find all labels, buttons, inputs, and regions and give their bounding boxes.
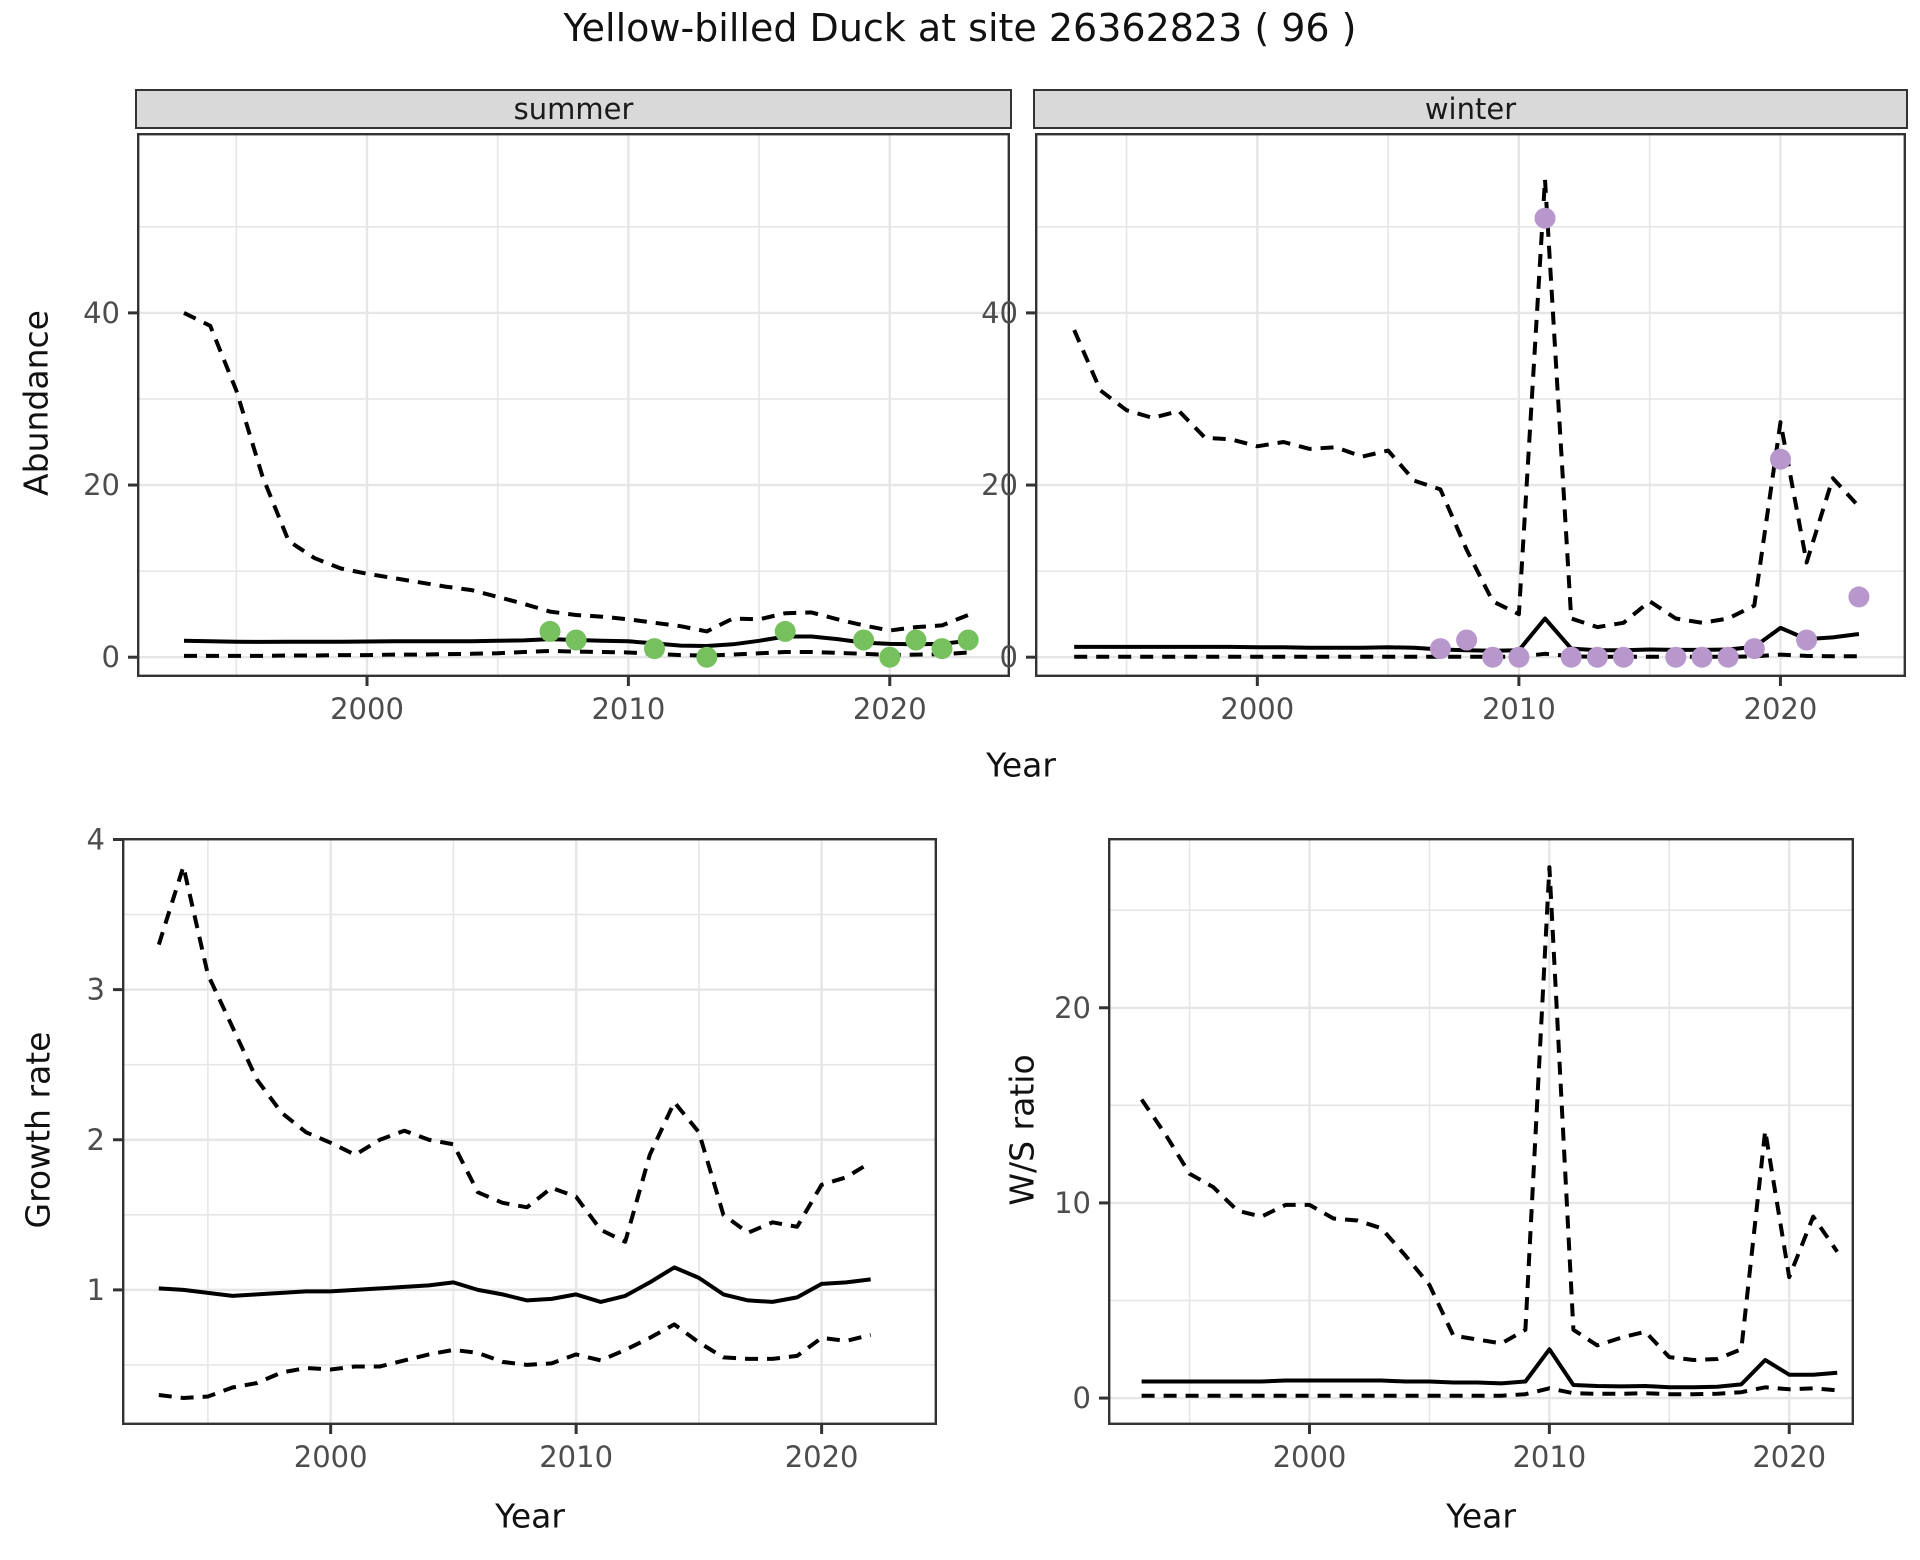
x-tick-label: 2020 — [1752, 1440, 1826, 1474]
facet-strip-winter: winter — [1033, 89, 1908, 129]
ws-panel-border — [1108, 838, 1854, 1425]
ws-upper_ci-line — [1139, 865, 1839, 1362]
growth-rate-panel: 2000 2010 2020 1 2 3 4 — [87, 823, 937, 1474]
x-tick-label: 2000 — [1220, 692, 1294, 726]
winter-observed-point — [1456, 629, 1478, 651]
winter-observed-point — [1796, 629, 1818, 651]
winter-panel-border — [1035, 133, 1906, 677]
ws-ratio-panel: 2000 2010 2020 0 10 20 — [1054, 838, 1854, 1474]
y-tick-label: 20 — [1054, 991, 1091, 1025]
facet-strip-summer-label: summer — [513, 92, 634, 126]
ws-panel-background — [1108, 838, 1854, 1425]
y-axis-title-growth-rate: Growth rate — [18, 1031, 58, 1229]
winter-observed-point — [1743, 638, 1765, 660]
winter-observed-point — [1482, 646, 1504, 668]
summer-observed-point — [931, 638, 953, 660]
facet-strip-winter-label: winter — [1424, 92, 1517, 126]
x-tick-label: 2020 — [853, 692, 927, 726]
winter-observed-point — [1613, 646, 1634, 668]
y-tick-label: 20 — [83, 468, 120, 502]
winter-observed-point — [1717, 646, 1739, 668]
summer-observed-point — [696, 646, 718, 668]
growth-lower_ci-line — [158, 1322, 872, 1400]
x-tick-label: 2000 — [330, 692, 404, 726]
winter-observed-point — [1586, 646, 1608, 668]
facet-strip-summer: summer — [135, 89, 1012, 129]
y-tick-label: 10 — [1054, 1186, 1091, 1220]
ws-median-line — [1141, 1347, 1838, 1390]
growth-panel-border — [122, 838, 937, 1425]
x-tick-label: 2010 — [1482, 692, 1556, 726]
x-tick-label: 2010 — [1512, 1440, 1586, 1474]
x-axis-title-year-ws: Year — [1446, 1496, 1516, 1536]
winter-observed-point — [1560, 646, 1582, 668]
summer-observed-point — [565, 629, 587, 651]
growth-median-line — [158, 1265, 871, 1304]
winter-observed-point — [1508, 646, 1530, 668]
winter-observed-point — [1534, 207, 1556, 229]
winter-observed-point — [1691, 646, 1713, 668]
x-tick-label: 2020 — [1744, 692, 1818, 726]
x-tick-label: 2010 — [539, 1440, 613, 1474]
y-tick-label: 0 — [1000, 640, 1018, 674]
x-axis-title-year-growth: Year — [495, 1496, 565, 1536]
y-axis-title-abundance: Abundance — [16, 310, 56, 496]
summer-observed-point — [539, 620, 561, 642]
y-tick-label: 40 — [981, 296, 1018, 330]
y-axis-title-ws-ratio: W/S ratio — [1002, 1054, 1042, 1206]
summer-abundance-panel: 2000 2010 2020 0 20 40 — [83, 133, 1010, 726]
summer-observed-point — [905, 629, 927, 651]
growth-upper_ci-line — [156, 864, 872, 1244]
summer-panel-background — [137, 133, 1010, 677]
winter-panel-background — [1035, 133, 1906, 677]
y-tick-label: 2 — [87, 1123, 105, 1157]
x-tick-label: 2000 — [1273, 1440, 1347, 1474]
ws-lower_ci-line — [1141, 1385, 1838, 1398]
summer-observed-point — [853, 629, 875, 651]
y-tick-label: 3 — [87, 973, 105, 1007]
x-axis-title-year-top: Year — [986, 745, 1056, 785]
figure-title: Yellow-billed Duck at site 26362823 ( 96… — [563, 6, 1357, 50]
winter-abundance-panel: 2000 2010 2020 0 20 40 — [981, 133, 1906, 726]
winter-observed-point — [1848, 586, 1870, 608]
y-tick-label: 1 — [87, 1273, 105, 1307]
summer-upper_ci-line — [183, 311, 969, 634]
y-tick-label: 0 — [1073, 1381, 1091, 1415]
winter-observed-point — [1665, 646, 1687, 668]
y-tick-label: 20 — [981, 468, 1018, 502]
summer-panel-border — [137, 133, 1010, 677]
x-tick-label: 2020 — [785, 1440, 859, 1474]
x-tick-label: 2010 — [591, 692, 665, 726]
winter-observed-point — [1429, 638, 1451, 660]
growth-panel-background — [122, 838, 937, 1425]
y-tick-label: 4 — [87, 823, 105, 857]
summer-observed-point — [644, 638, 665, 660]
winter-upper_ci-line — [1072, 177, 1861, 630]
summer-observed-point — [957, 629, 979, 651]
y-tick-label: 40 — [83, 296, 120, 330]
y-tick-label: 0 — [102, 640, 120, 674]
summer-observed-point — [879, 646, 901, 668]
x-tick-label: 2000 — [294, 1440, 368, 1474]
winter-observed-point — [1770, 448, 1791, 470]
summer-observed-point — [774, 620, 796, 642]
